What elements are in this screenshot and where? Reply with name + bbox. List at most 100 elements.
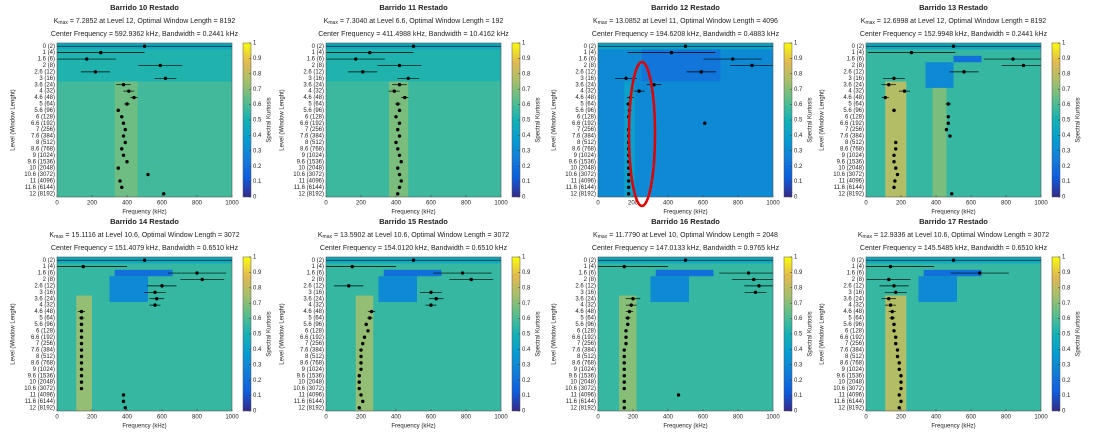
peak-dot xyxy=(699,70,703,74)
y-tick-label: 7.6 (384) xyxy=(572,134,596,140)
y-tick-label: 12 (8192) xyxy=(298,405,324,411)
x-tick-label: 200 xyxy=(87,201,98,207)
peak-dot xyxy=(951,44,956,48)
x-tick-label: 600 xyxy=(426,415,437,421)
peak-dot xyxy=(892,153,896,157)
peak-dot xyxy=(79,367,84,371)
colorbar-tick-label: 1 xyxy=(794,41,798,47)
x-tick-label: 200 xyxy=(896,201,907,207)
y-tick-label: 0 (2) xyxy=(584,44,596,50)
y-tick-label: 8 (512) xyxy=(577,354,596,360)
y-tick-label: 7 (256) xyxy=(36,341,55,347)
x-axis-label: Frequency (kHz) xyxy=(391,424,435,430)
colorbar-tick-label: 0.4 xyxy=(522,133,531,139)
colorbar-tick-label: 0.8 xyxy=(522,285,531,291)
kmax-subscript: max xyxy=(863,234,873,240)
y-tick-label: 7.6 (384) xyxy=(840,134,864,140)
peak-dot xyxy=(411,44,416,48)
colorbar-tick-label: 0.3 xyxy=(522,362,531,368)
peak-dot xyxy=(397,185,402,190)
kmax-text: = 13.5902 at Level 10.6, Optimal Window … xyxy=(334,232,509,239)
y-tick-label: 8.6 (768) xyxy=(572,360,596,366)
y-tick-label: 10.6 (3072) xyxy=(565,386,596,392)
colorbar-tick-label: 0.4 xyxy=(522,347,531,353)
colorbar-tick-label: 0.6 xyxy=(522,316,531,322)
peak-dot xyxy=(394,140,398,145)
colorbar-tick-label: 0.7 xyxy=(794,87,803,93)
heatmap-block xyxy=(655,269,714,277)
peak-dot xyxy=(195,271,199,275)
kmax-line: Kmax = 12.6998 at Level 12, Optimal Windo… xyxy=(861,18,1047,26)
y-tick-label: 9.6 (1536) xyxy=(28,373,55,379)
y-tick-label: 6 (128) xyxy=(36,114,55,120)
y-tick-label: 6.6 (192) xyxy=(840,335,864,341)
y-tick-label: 2 (8) xyxy=(852,63,864,69)
kmax-line: Kmax = 12.9336 at Level 10.6, Optimal Win… xyxy=(858,232,1049,240)
peak-dot xyxy=(757,284,761,288)
colorbar-tick-label: 0.3 xyxy=(253,362,262,368)
peak-dot xyxy=(892,284,896,288)
peak-dot xyxy=(120,115,124,119)
y-tick-label: 8 (512) xyxy=(305,140,324,146)
peak-dot xyxy=(626,179,631,183)
peak-dot xyxy=(622,361,626,365)
peak-dot xyxy=(622,386,626,391)
kmax-subscript: max xyxy=(598,20,608,26)
y-tick-label: 1 (4) xyxy=(43,264,55,270)
x-tick-label: 400 xyxy=(391,415,402,421)
peak-dot xyxy=(946,102,950,106)
x-tick-label: 1000 xyxy=(225,201,239,207)
peak-dot xyxy=(125,160,129,164)
peak-dot xyxy=(394,115,398,119)
y-tick-label: 0 (2) xyxy=(312,44,324,50)
colorbar-tick-label: 0.7 xyxy=(1062,87,1071,93)
peak-dot xyxy=(357,386,361,391)
y-tick-label: 10.6 (3072) xyxy=(293,172,324,178)
x-tick-label: 400 xyxy=(663,415,674,421)
peak-dot xyxy=(397,153,402,157)
peak-dot xyxy=(731,57,735,61)
x-tick-label: 0 xyxy=(55,415,59,421)
peak-dot xyxy=(116,166,120,170)
kmax-subscript: max xyxy=(865,20,875,26)
y-tick-label: 10.6 (3072) xyxy=(833,386,864,392)
colorbar-tick-label: 0.3 xyxy=(794,362,803,368)
peak-dot xyxy=(397,172,402,177)
heatmap-block xyxy=(650,276,689,302)
y-tick-label: 11.6 (6144) xyxy=(25,185,55,191)
kmax-line: Kmax = 13.0852 at Level 11, Optimal Windo… xyxy=(593,18,778,26)
peak-dot xyxy=(894,166,898,170)
x-tick-label: 0 xyxy=(324,415,328,421)
colorbar-tick-label: 0.7 xyxy=(253,301,262,307)
peak-dot xyxy=(162,192,166,196)
colorbar-tick-label: 0.2 xyxy=(253,164,262,170)
colorbar-tick-label: 0.2 xyxy=(1062,164,1071,170)
y-tick-label: 9.6 (1536) xyxy=(837,373,864,379)
y-tick-label: 11.6 (6144) xyxy=(25,399,55,405)
colorbar-tick-label: 1 xyxy=(253,41,257,47)
plot-frame xyxy=(325,256,502,412)
info-line: Center Frequency = 147.0133 kHz, Bandwid… xyxy=(592,245,780,252)
panel-title: Barrido 10 Restado xyxy=(110,3,179,12)
peak-dot xyxy=(123,406,127,410)
y-tick-label: 9 (1024) xyxy=(33,153,55,159)
y-axis-label: Level (Window Lenght) xyxy=(11,303,17,364)
colorbar-tick-label: 0.4 xyxy=(794,133,803,139)
x-tick-label: 600 xyxy=(157,415,168,421)
y-tick-label: 3.6 (24) xyxy=(34,82,55,88)
colorbar-tick-label: 0.8 xyxy=(1062,71,1071,77)
peak-dot xyxy=(892,108,896,113)
peak-dot xyxy=(99,50,103,55)
colorbar-tick-label: 0.2 xyxy=(1062,378,1071,384)
y-tick-label: 5.6 (96) xyxy=(34,322,55,328)
colorbar-tick-label: 0.4 xyxy=(1062,347,1071,353)
x-axis-label: Frequency (kHz) xyxy=(122,210,166,216)
heatmap-block xyxy=(109,276,148,302)
peak-dot xyxy=(894,147,898,151)
panel-title: Barrido 17 Restado xyxy=(919,217,988,226)
colorbar-tick-label: 0.1 xyxy=(1062,393,1071,399)
panel-title: Barrido 14 Restado xyxy=(110,217,179,226)
y-tick-label: 11 (4096) xyxy=(571,393,596,399)
y-tick-label: 7 (256) xyxy=(305,127,324,133)
y-axis-label: Level (Window Lenght) xyxy=(552,89,558,150)
